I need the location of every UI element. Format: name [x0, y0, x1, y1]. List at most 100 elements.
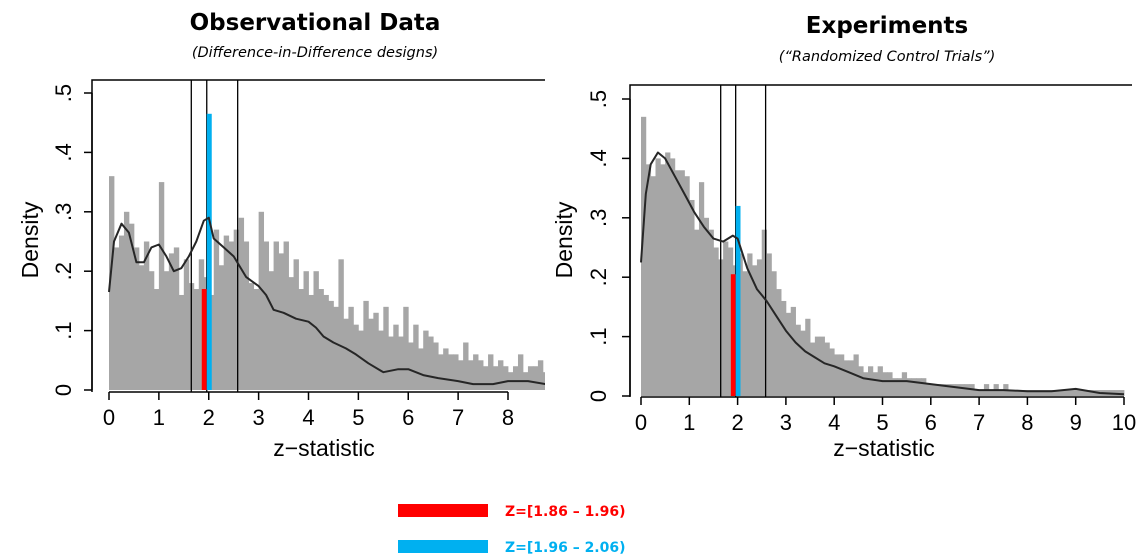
- histogram-bar: [173, 247, 180, 390]
- histogram-bar: [650, 176, 656, 396]
- histogram-bar: [935, 384, 941, 396]
- chart-title: Observational Data: [190, 10, 441, 36]
- density-curve: [108, 216, 545, 386]
- x-tick-label: 9: [1070, 410, 1082, 435]
- histogram-bar: [553, 372, 558, 390]
- histogram-bar: [988, 390, 994, 396]
- histogram-bar: [1080, 390, 1086, 396]
- histogram-bar: [218, 265, 225, 390]
- histogram-bar: [887, 372, 893, 396]
- histogram-bar: [123, 211, 130, 390]
- histogram-bar: [959, 384, 966, 396]
- histogram-bar: [443, 348, 449, 390]
- histogram-bar: [413, 324, 419, 390]
- histogram-bar: [608, 378, 613, 390]
- histogram-bar: [558, 354, 563, 390]
- histogram-bar: [143, 241, 150, 390]
- x-tick-label: 1: [153, 405, 165, 430]
- y-tick-label: .5: [586, 90, 611, 108]
- histogram-bar: [348, 306, 354, 390]
- histogram-bar: [645, 164, 652, 396]
- histogram-bar: [814, 336, 821, 396]
- histogram-bar: [138, 265, 145, 390]
- histogram-bar: [527, 366, 534, 390]
- histogram-bar: [198, 259, 205, 390]
- histogram-bar: [418, 348, 424, 390]
- histogram-bar: [1119, 390, 1125, 396]
- histogram-bar: [328, 300, 334, 390]
- histogram-bar: [273, 241, 279, 390]
- histogram-bar: [766, 253, 772, 396]
- histogram-bar: [805, 318, 811, 396]
- histogram-bar: [373, 312, 379, 390]
- histogram-bar: [829, 348, 835, 396]
- histogram-bar: [863, 372, 869, 396]
- x-tick-label: 2: [203, 405, 215, 430]
- histogram-bar: [153, 289, 160, 390]
- histogram-bar: [1075, 390, 1081, 396]
- y-axis-label: Density: [551, 201, 577, 278]
- histogram-bar: [598, 372, 603, 390]
- histogram-bar: [178, 294, 185, 390]
- histogram-bar: [493, 366, 499, 390]
- histogram-bar: [810, 342, 816, 396]
- histogram-bar: [378, 330, 384, 390]
- histogram-bar: [363, 300, 369, 390]
- y-tick-label: .5: [51, 84, 76, 102]
- histogram-bar: [954, 384, 961, 396]
- histogram-bar: [911, 378, 917, 396]
- density-curve: [640, 151, 1125, 396]
- histogram-bar: [747, 253, 753, 396]
- histogram-bar: [742, 271, 748, 396]
- histogram-bar: [727, 247, 734, 396]
- histogram-bar: [660, 164, 666, 396]
- histogram-bar: [468, 360, 474, 390]
- highlight-bar-red: [201, 289, 207, 390]
- histogram-bar: [338, 259, 344, 390]
- histogram-bar: [1027, 390, 1033, 396]
- highlight-bar-red: [730, 274, 736, 396]
- histogram-bar: [872, 372, 879, 396]
- x-tick-label: 7: [452, 405, 464, 430]
- y-tick-label: .4: [586, 149, 611, 167]
- histogram-bar: [453, 354, 459, 390]
- histogram-bar: [109, 176, 115, 390]
- histogram-bar: [403, 306, 409, 390]
- legend-label-blue: Z=[1.96 – 2.06): [505, 540, 626, 556]
- histogram-bar: [503, 366, 509, 390]
- histogram-bar: [603, 378, 608, 390]
- histogram-bar: [158, 182, 165, 390]
- histogram-bar: [563, 372, 568, 390]
- histogram-bar: [819, 336, 825, 396]
- histogram-bar: [248, 283, 255, 390]
- chart-subtitle: (“Randomized Control Trials”): [779, 49, 996, 65]
- histogram-bar: [537, 360, 544, 390]
- histogram-bar: [1037, 390, 1043, 396]
- histogram-bar: [263, 241, 269, 390]
- plot-area: [640, 85, 1125, 397]
- histogram-bar: [1046, 390, 1052, 396]
- chart-subtitle: (Difference-in-Difference designs): [192, 45, 438, 61]
- histogram-bar: [193, 289, 200, 390]
- histogram-bar: [901, 372, 908, 396]
- histogram-bar: [839, 354, 845, 396]
- histogram-bar: [118, 235, 125, 390]
- histogram-bar: [761, 229, 767, 396]
- histogram-bar: [228, 241, 235, 390]
- histogram-bar: [785, 312, 792, 396]
- histogram-bar: [213, 229, 220, 390]
- y-tick-label: .1: [586, 327, 611, 345]
- histogram-bar: [824, 342, 830, 396]
- histogram-bar: [641, 116, 647, 396]
- histogram-bar: [278, 253, 284, 390]
- x-tick-label: 4: [302, 405, 314, 430]
- histogram-bar: [532, 366, 539, 390]
- histogram-bar: [358, 330, 364, 390]
- histogram-bar: [368, 318, 374, 390]
- histogram-bar: [1022, 390, 1028, 396]
- chart-title: Experiments: [806, 13, 968, 39]
- histogram-bar: [674, 170, 681, 396]
- histogram-bar: [243, 241, 250, 390]
- legend-swatch-red: [398, 504, 488, 517]
- histogram-bar: [473, 354, 479, 390]
